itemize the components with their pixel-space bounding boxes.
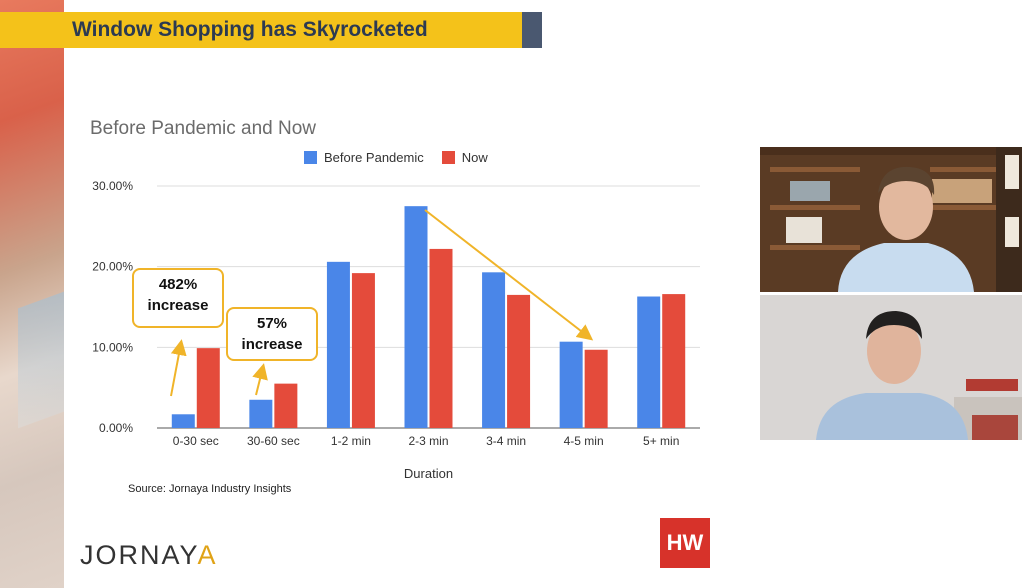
chart-legend: Before Pandemic Now [304,150,506,165]
callout-57-label: increase [241,336,303,353]
legend-swatch-now [441,151,455,164]
arrow-trend [424,209,594,341]
callout-57: 57% increase [226,307,318,361]
x-tick-label: 3-4 min [486,434,526,448]
legend-label-before: Before Pandemic [324,150,424,165]
x-tick-label: 4-5 min [564,434,604,448]
bar-before [249,399,273,428]
chart-title: Before Pandemic and Now [90,118,317,139]
arrow-57 [252,363,268,396]
slide-title: Window Shopping has Skyrocketed [72,18,428,41]
x-tick-label: 2-3 min [408,434,448,448]
y-tick-label: 20.00% [92,260,133,274]
callout-482-label: increase [147,297,209,314]
bar-now [351,273,375,428]
title-bar-accent [522,12,542,48]
jornaya-logo: JORNAYA [80,540,218,571]
x-tick-label: 0-30 sec [173,434,219,448]
logo-accent: A [197,540,218,570]
bar-before [637,296,661,428]
bar-now [507,294,531,428]
bar-before [482,272,506,428]
y-tick-label: 30.00% [92,179,133,193]
x-axis-label: Duration [404,466,453,481]
video-feed-1 [760,147,1022,292]
decorative-side-panel [0,0,64,588]
callout-482: 482% increase [132,268,224,328]
legend-item-now: Now [441,150,488,165]
video-tile-speaker-2[interactable] [760,295,1022,440]
x-tick-label: 1-2 min [331,434,371,448]
legend-item-before: Before Pandemic [304,150,424,165]
bar-now [274,383,298,428]
bar-before [171,414,195,428]
bar-now [662,294,686,428]
hw-logo-badge: HW [660,518,710,568]
bar-now [196,348,220,428]
x-tick-label: 30-60 sec [247,434,300,448]
bar-before [326,261,350,428]
bar-before [559,341,583,428]
video-feed-2 [760,295,1022,440]
video-tile-speaker-1[interactable] [760,147,1022,292]
callout-57-value: 57% [256,315,288,332]
bar-now [584,349,608,428]
y-tick-label: 10.00% [92,340,133,354]
legend-label-now: Now [461,150,488,165]
legend-swatch-before [304,151,317,164]
arrow-482 [170,339,187,397]
bar-now [429,248,453,428]
title-bar [0,12,522,48]
x-tick-label: 5+ min [643,434,679,448]
source-note: Source: Jornaya Industry Insights [128,483,292,495]
y-tick-label: 0.00% [99,421,133,435]
bar-before [404,206,428,428]
callout-482-value: 482% [158,276,198,293]
logo-main: JORNAY [80,540,198,570]
